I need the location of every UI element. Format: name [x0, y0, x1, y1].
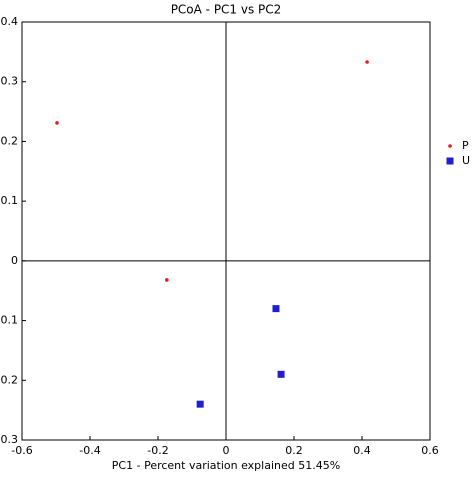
y-tick-label: 0.3 — [1, 75, 19, 88]
x-tick-label: -0.6 — [11, 444, 32, 457]
point — [365, 60, 369, 64]
y-tick-label: -0.3 — [0, 433, 18, 446]
legend-marker — [448, 144, 452, 148]
x-tick-label: -0.4 — [79, 444, 100, 457]
point — [55, 121, 59, 125]
y-tick-label: 0.4 — [1, 15, 19, 28]
x-tick-label: -0.2 — [147, 444, 168, 457]
x-tick-label: 0.6 — [421, 444, 439, 457]
x-tick-label: 0 — [223, 444, 230, 457]
legend-marker — [446, 157, 454, 165]
x-tick-label: 0.4 — [353, 444, 371, 457]
x-axis-label: PC1 - Percent variation explained 51.45% — [112, 459, 340, 472]
point — [165, 278, 169, 282]
y-tick-label: 0.2 — [1, 134, 19, 147]
legend-label: P — [462, 139, 469, 152]
y-tick-label: -0.1 — [0, 314, 18, 327]
y-tick-label: 0.1 — [1, 194, 19, 207]
point — [277, 370, 285, 378]
point — [272, 305, 280, 313]
point — [196, 400, 204, 408]
y-tick-label: -0.2 — [0, 373, 18, 386]
y-tick-label: 0 — [11, 254, 18, 267]
x-tick-label: 0.2 — [285, 444, 303, 457]
chart-title: PCoA - PC1 vs PC2 — [171, 3, 282, 17]
legend-label: U — [462, 154, 470, 167]
